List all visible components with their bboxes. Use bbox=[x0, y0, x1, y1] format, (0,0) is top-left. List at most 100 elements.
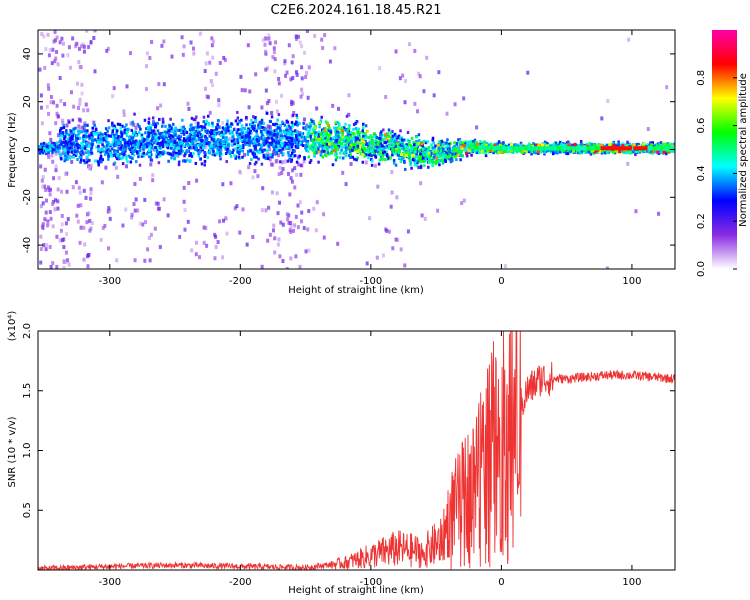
spectrogram-cell bbox=[285, 132, 289, 136]
spectrogram-cell bbox=[416, 164, 419, 168]
spectrogram-cell bbox=[295, 172, 299, 177]
spectrogram-peak bbox=[360, 137, 364, 141]
spectrogram-cell bbox=[331, 103, 335, 108]
spectrogram-cell bbox=[109, 149, 112, 153]
spectrogram-cell bbox=[452, 148, 456, 152]
spectrogram-cell bbox=[89, 142, 92, 146]
spectrogram-cell bbox=[377, 140, 380, 144]
spectrogram-cell bbox=[95, 132, 98, 136]
spectrogram-cell bbox=[157, 152, 160, 156]
spectrogram-peak bbox=[536, 150, 540, 154]
spectrogram-cell bbox=[415, 135, 419, 139]
spectrogram-cell bbox=[600, 151, 604, 155]
spectrogram-cell bbox=[436, 160, 439, 164]
spectrogram-cell bbox=[244, 130, 247, 134]
spectrogram-cell bbox=[168, 133, 172, 137]
spectrogram-peak bbox=[380, 157, 384, 161]
spectrogram-cell bbox=[273, 123, 277, 127]
spectrogram-cell bbox=[133, 258, 137, 263]
spectrogram-cell bbox=[167, 132, 171, 136]
spectrogram-cell bbox=[393, 137, 396, 141]
spectrogram-cell bbox=[437, 152, 440, 156]
spectrogram-cell bbox=[183, 131, 186, 135]
spectrogram-cell bbox=[110, 147, 114, 151]
spectrogram-cell bbox=[218, 219, 222, 224]
spectrogram-cell bbox=[65, 131, 68, 135]
spectrogram-cell bbox=[48, 192, 52, 197]
spectrogram-cell bbox=[70, 148, 74, 152]
spectrogram-cell bbox=[63, 152, 67, 156]
spectrogram-cell bbox=[320, 115, 323, 119]
spectrogram-cell bbox=[219, 148, 223, 152]
spectrogram-cell bbox=[173, 146, 177, 150]
spectrogram-cell bbox=[329, 137, 333, 141]
spectrogram-cell bbox=[168, 124, 172, 128]
spectrogram-cell bbox=[352, 137, 356, 141]
spectrogram-cell bbox=[126, 160, 129, 164]
spectrogram-peak bbox=[386, 132, 390, 136]
spectrogram-cell bbox=[279, 128, 282, 132]
spectrogram-cell bbox=[267, 33, 271, 38]
spectrogram-cell bbox=[298, 122, 301, 126]
spectrogram-cell bbox=[626, 140, 629, 144]
spectrogram-cell bbox=[54, 56, 58, 61]
spectrogram-cell bbox=[237, 136, 240, 140]
spectrogram-cell bbox=[423, 216, 427, 221]
spectrogram-cell bbox=[75, 152, 79, 156]
spectrogram-cell bbox=[42, 243, 46, 248]
spectrogram-cell bbox=[287, 220, 291, 225]
spectrogram-cell bbox=[403, 145, 407, 149]
spectrogram-cell bbox=[213, 256, 217, 261]
spectrogram-cell bbox=[203, 140, 206, 144]
spectrogram-peak bbox=[500, 150, 504, 154]
spectrogram-cell bbox=[83, 242, 87, 247]
spectrogram-cell bbox=[166, 213, 170, 218]
spectrogram-cell bbox=[334, 134, 338, 138]
spectrogram-cell bbox=[315, 106, 319, 111]
spectrogram-cell bbox=[669, 142, 673, 146]
spectrogram-cell bbox=[106, 143, 109, 147]
spectrogram-cell bbox=[437, 70, 441, 75]
spectrogram-cell bbox=[444, 141, 448, 145]
spectrogram-cell bbox=[147, 141, 151, 145]
spectrogram-cell bbox=[140, 152, 144, 156]
spectrogram-cell bbox=[90, 147, 93, 151]
spectrogram-cell bbox=[340, 137, 343, 141]
spectrogram-cell bbox=[49, 100, 53, 105]
spectrogram-cell bbox=[158, 143, 162, 147]
spectrogram-cell bbox=[184, 138, 188, 142]
spectrogram-cell bbox=[78, 126, 82, 131]
spectrogram-cell bbox=[111, 123, 114, 127]
spectrogram-cell bbox=[99, 154, 103, 158]
spectrogram-cell bbox=[79, 158, 83, 162]
spectrogram-peak bbox=[327, 123, 331, 127]
spectrogram-cell bbox=[262, 121, 266, 125]
spectrogram-cell bbox=[285, 145, 289, 149]
spectrogram-cell bbox=[554, 141, 557, 145]
spectrogram-cell bbox=[328, 140, 331, 144]
spectrogram-cell bbox=[139, 142, 143, 146]
spectrogram-cell bbox=[671, 148, 674, 152]
spectrogram-cell bbox=[425, 150, 428, 154]
spectrogram-cell bbox=[226, 147, 229, 151]
spectrogram-cell bbox=[47, 188, 51, 193]
spectrogram-cell bbox=[149, 162, 153, 167]
spectrogram-peak bbox=[339, 142, 343, 146]
spectrogram-cell bbox=[634, 209, 638, 214]
spectrogram-peak bbox=[409, 148, 413, 152]
spectrogram-cell bbox=[278, 200, 282, 205]
spectrogram-cell bbox=[290, 151, 294, 155]
spectrogram-cell bbox=[413, 149, 416, 153]
spectrogram-cell bbox=[236, 122, 239, 126]
spectrogram-cell bbox=[234, 119, 238, 123]
spectrogram-cell bbox=[462, 96, 466, 101]
spectrogram-cell bbox=[376, 184, 380, 189]
spectrogram-cell bbox=[86, 141, 90, 146]
spectrogram-cell bbox=[169, 128, 172, 132]
spectrogram-cell bbox=[111, 121, 114, 125]
spectrogram-cell bbox=[166, 151, 170, 155]
spectrogram-cell bbox=[239, 74, 243, 79]
spectrogram-cell bbox=[227, 143, 230, 147]
spectrogram-cell bbox=[272, 223, 276, 228]
spectrogram-cell bbox=[93, 132, 96, 136]
